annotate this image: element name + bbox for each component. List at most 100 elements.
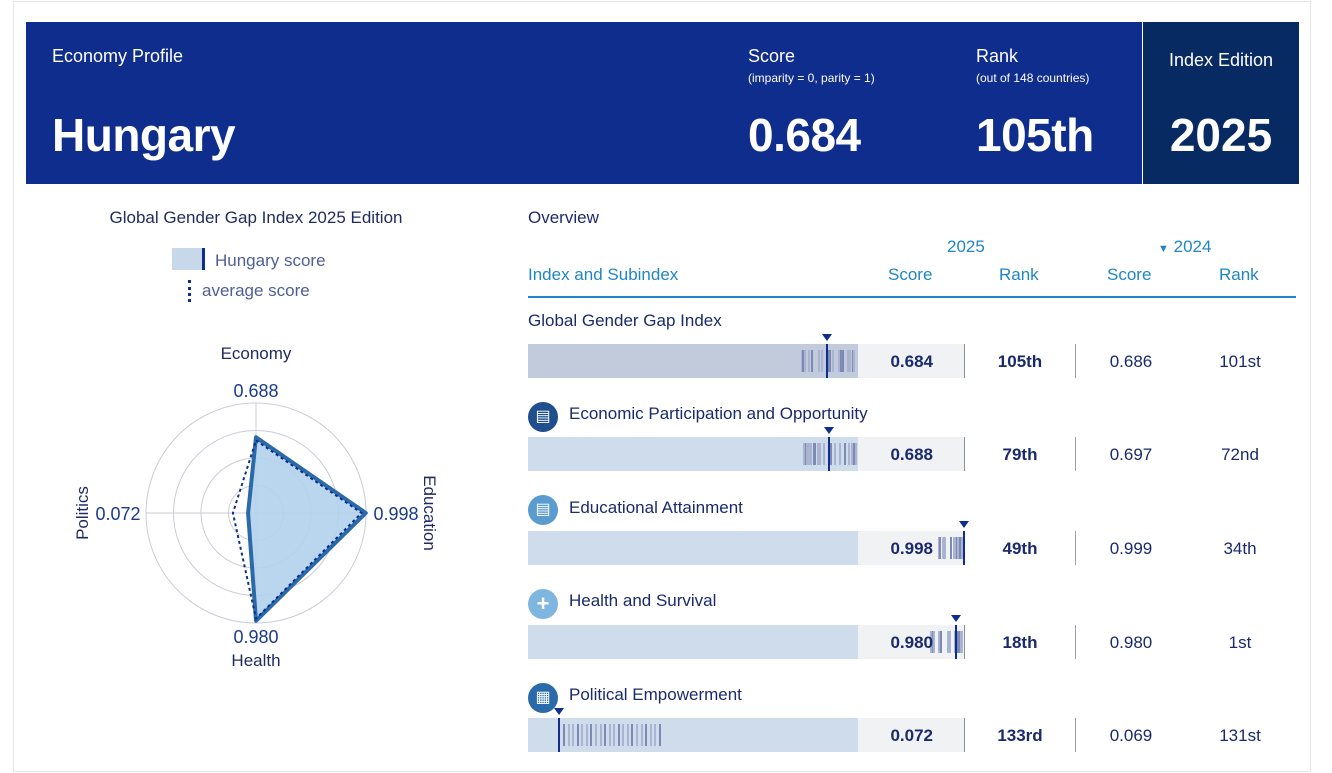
distribution-tick — [853, 443, 855, 465]
distribution-tick — [944, 537, 946, 559]
distribution-tick — [811, 350, 813, 372]
distribution-tick — [958, 631, 960, 653]
score-2025-political: 0.072 — [890, 726, 933, 745]
score-marker-arrow — [554, 708, 564, 715]
column-header-rank-prev: Rank — [1219, 265, 1259, 284]
rank-2024-education: 34th — [1223, 539, 1257, 558]
score-bar-political — [528, 708, 965, 752]
column-header-rank: Rank — [999, 265, 1039, 284]
distribution-tick — [654, 724, 656, 746]
distribution-tick — [577, 724, 579, 746]
distribution-tick — [959, 631, 961, 653]
rank-2024-economic: 72nd — [1221, 445, 1259, 464]
column-separator — [1075, 625, 1076, 659]
value-label-health: 0.980 — [233, 627, 278, 647]
score-bar-economic — [528, 427, 965, 471]
distribution-tick — [839, 443, 841, 465]
distribution-tick — [604, 724, 606, 746]
distribution-tick — [848, 350, 850, 372]
score-2025-global-index: 0.684 — [890, 352, 933, 371]
distribution-tick — [834, 443, 836, 465]
distribution-tick — [804, 350, 806, 372]
distribution-tick — [842, 350, 844, 372]
score-2024-political: 0.069 — [1109, 726, 1153, 745]
distribution-tick — [840, 350, 842, 372]
distribution-tick — [595, 724, 597, 746]
distribution-tick — [959, 537, 961, 559]
distribution-tick — [844, 443, 846, 465]
distribution-tick — [849, 350, 851, 372]
value-label-politics: 0.072 — [95, 504, 140, 524]
distribution-tick — [808, 350, 810, 372]
distribution-tick — [938, 631, 940, 653]
distribution-tick — [645, 724, 647, 746]
overview-title: Overview — [528, 208, 599, 227]
distribution-tick — [609, 724, 611, 746]
country-name: Hungary — [52, 109, 236, 161]
distribution-tick — [939, 537, 941, 559]
rank-2024-political: 131st — [1219, 726, 1261, 745]
distribution-tick — [942, 537, 944, 559]
distribution-tick — [586, 724, 588, 746]
distribution-tick — [930, 631, 932, 653]
distribution-tick — [802, 350, 804, 372]
header-divider — [528, 296, 1296, 298]
axis-label-education: Education — [420, 475, 439, 551]
column-header-index: Index and Subindex — [528, 265, 679, 284]
distribution-tick — [641, 724, 643, 746]
distribution-tick — [948, 631, 950, 653]
rank-2025-political: 133rd — [997, 726, 1043, 745]
rank-2025-health: 18th — [1002, 633, 1038, 652]
distribution-tick — [807, 443, 809, 465]
distribution-tick — [851, 443, 853, 465]
bar-background-fill — [528, 531, 858, 565]
distribution-tick — [659, 724, 661, 746]
row-title-economic: Economic Participation and Opportunity — [569, 404, 868, 423]
distribution-tick — [961, 631, 963, 653]
score-2025-economic: 0.688 — [890, 445, 933, 464]
distribution-tick — [818, 350, 820, 372]
distribution-tick — [613, 724, 615, 746]
distribution-tick — [947, 631, 949, 653]
rank-2025-global-index: 105th — [997, 352, 1043, 371]
axis-label-politics: Politics — [73, 486, 92, 540]
overall-score: 0.684 — [748, 109, 861, 161]
value-label-economy: 0.688 — [233, 381, 278, 401]
radar-country-area — [246, 435, 368, 623]
radar-average-line — [231, 438, 364, 621]
row-title-global-index: Global Gender Gap Index — [528, 311, 722, 330]
distribution-tick — [961, 537, 963, 559]
distribution-tick — [814, 443, 816, 465]
distribution-tick — [803, 443, 805, 465]
score-note: (imparity = 0, parity = 1) — [748, 71, 875, 85]
distribution-tick — [618, 724, 620, 746]
distribution-tick — [650, 724, 652, 746]
legend-average-swatch — [188, 280, 191, 302]
rank-note: (out of 148 countries) — [976, 71, 1090, 85]
triangle-down-icon: ▼ — [1158, 243, 1169, 255]
score-marker — [558, 718, 560, 752]
radar-chart-title: Global Gender Gap Index 2025 Edition — [109, 208, 403, 227]
bar-background-fill — [528, 625, 858, 659]
score-marker — [828, 437, 830, 471]
distribution-tick — [830, 443, 832, 465]
score-bar-health — [528, 615, 965, 659]
legend-country-label: Hungary score — [215, 251, 326, 270]
score-2025-health: 0.980 — [890, 633, 933, 652]
distribution-tick — [590, 724, 592, 746]
score-bar-global-index — [528, 334, 965, 378]
rank-2025-education: 49th — [1002, 539, 1038, 558]
distribution-tick — [949, 631, 951, 653]
score-label: Score — [748, 46, 796, 66]
column-separator — [1075, 531, 1076, 565]
score-marker-arrow — [824, 427, 834, 434]
distribution-tick — [631, 724, 633, 746]
radar-chart: Economy 0.688 0.998 Education 0.980 Heal… — [73, 344, 439, 670]
score-2025-education: 0.998 — [890, 539, 933, 558]
year-current-label: 2025 — [947, 237, 985, 256]
distribution-tick — [804, 443, 806, 465]
score-bar-education — [528, 521, 969, 565]
plus-icon: + — [528, 589, 558, 619]
score-marker — [955, 625, 957, 659]
index-edition-year: 2025 — [1169, 109, 1273, 161]
